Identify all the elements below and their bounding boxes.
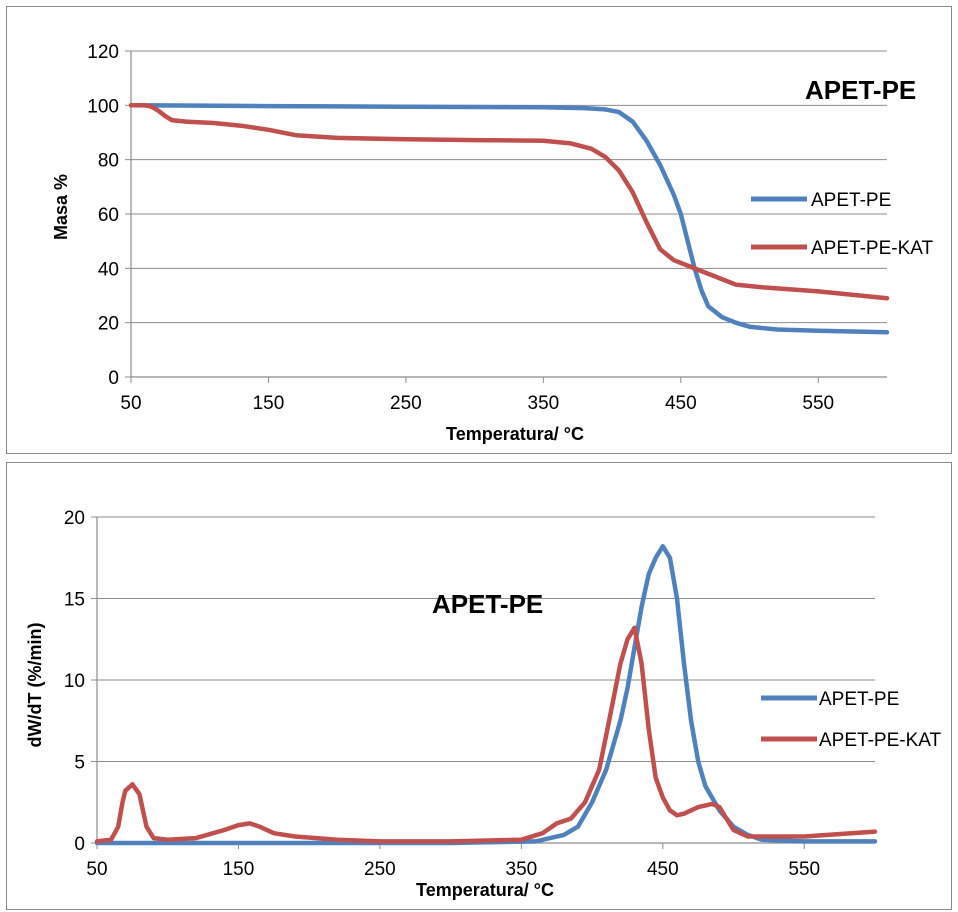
c2-x-tick-label: 350 [506,859,538,880]
c1-x-tick-label: 250 [390,393,422,414]
c1-series-line-apet-pe [128,103,890,335]
c1-y-tick-label: 20 [98,314,119,335]
c1-y-tick-label: 100 [87,96,119,117]
derivative-chart-y-axis-title: dW/dT (%/min) [25,623,45,748]
derivative-chart-legend: APET-PE APET-PE-KAT [761,689,942,751]
c1-x-tick-label: 150 [253,393,285,414]
c2-x-tick-label: 450 [647,859,679,880]
c1-y-tick-label: 60 [98,205,119,226]
mass-chart-annotation: APET-PE [805,75,916,105]
mass-chart-y-axis-title: Masa % [51,174,71,240]
c1-y-tick-label: 120 [87,42,119,63]
c1-series-line-apet-pe-kat [128,103,890,301]
c2-y-tick-label: 15 [64,590,85,611]
mass-chart-legend: APET-PE APET-PE-KAT [751,190,934,259]
derivative-chart-panel: 0 5 10 15 20 50 150 250 350 450 550 Temperatura/ °… [6,462,952,910]
c2-y-tick-label: 10 [64,671,85,692]
c1-x-tick-label: 550 [802,393,834,414]
c2-x-tick-label: 150 [223,859,255,880]
mass-chart-x-axis-title: Temperatura/ °C [446,424,584,444]
mass-chart: 0 20 40 60 80 100 120 50 150 250 350 450 550 Tempera… [51,42,934,444]
mass-chart-panel: 0 20 40 60 80 100 120 50 150 250 350 450 550 Tempera… [6,6,952,454]
c2-x-tick-label: 250 [364,859,396,880]
derivative-chart: 0 5 10 15 20 50 150 250 350 450 550 Temperatura/ °… [25,508,942,900]
c1-x-tick-label: 50 [120,393,141,414]
c1-y-tick-label: 0 [108,368,119,389]
c1-x-tick-label: 350 [528,393,560,414]
derivative-chart-x-axis-title: Temperatura/ °C [416,880,554,900]
c2-y-tick-label: 0 [74,834,85,855]
mass-legend-label-apet-pe: APET-PE [811,190,891,211]
derivative-legend-label-apet-pe-kat: APET-PE-KAT [819,730,942,751]
derivative-chart-annotation: APET-PE [432,589,543,619]
c2-x-tick-label: 50 [86,859,107,880]
c2-y-tick-label: 5 [74,753,85,774]
c1-y-tick-label: 80 [98,151,119,172]
c2-series-line-apet-pe-kat [94,625,878,844]
c1-y-tick-label: 40 [98,259,119,280]
c2-y-tick-label: 20 [64,508,85,529]
mass-legend-label-apet-pe-kat: APET-PE-KAT [811,238,934,259]
c2-x-tick-label: 550 [788,859,820,880]
c1-x-tick-label: 450 [665,393,697,414]
derivative-legend-label-apet-pe: APET-PE [819,689,899,710]
